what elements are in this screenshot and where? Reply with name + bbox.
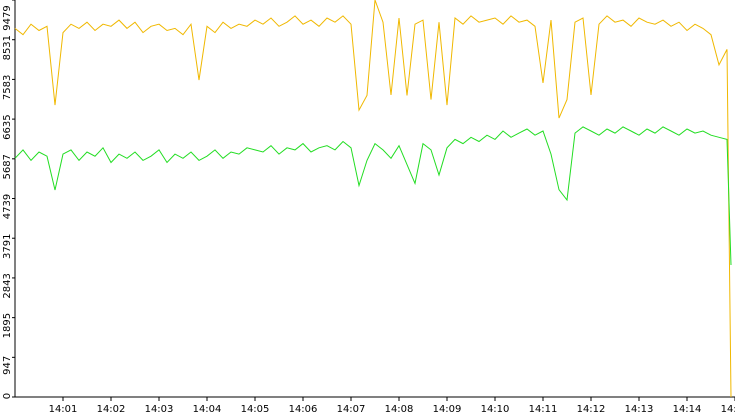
y-tick-label: 6635 <box>2 114 13 139</box>
y-tick-label: 1895 <box>2 313 13 338</box>
x-tick-label: 14:02 <box>97 404 126 415</box>
x-tick-label: 14:09 <box>433 404 462 415</box>
x-tick-label: 14:04 <box>193 404 222 415</box>
x-tick-label: 14:07 <box>337 404 366 415</box>
x-tick-label: 14:05 <box>241 404 270 415</box>
y-tick-label: 3791 <box>2 233 13 258</box>
y-tick-label: 5687 <box>2 154 13 179</box>
y-tick-label: 9479 <box>2 5 13 30</box>
y-tick-label: 0 <box>2 393 13 399</box>
x-tick-label: 14:01 <box>49 404 78 415</box>
x-tick-label: 14:11 <box>529 404 558 415</box>
x-tick-label: 14:08 <box>385 404 414 415</box>
x-tick-label: 14:10 <box>481 404 510 415</box>
y-tick-label: 8531 <box>2 35 13 60</box>
y-tick-label: 947 <box>2 356 13 375</box>
x-tick-label: 14:06 <box>289 404 318 415</box>
y-tick-label: 7583 <box>2 75 13 100</box>
x-tick-label: 14:03 <box>145 404 174 415</box>
x-tick-label: 14:12 <box>577 404 606 415</box>
x-tick-label: 14:14 <box>673 404 702 415</box>
x-tick-label: 14:13 <box>625 404 654 415</box>
series-line <box>14 126 732 266</box>
series-line <box>14 0 732 398</box>
y-tick-label: 4739 <box>2 194 13 219</box>
x-tick-label: 14:15 <box>721 404 735 415</box>
y-tick-label: 2843 <box>2 273 13 298</box>
